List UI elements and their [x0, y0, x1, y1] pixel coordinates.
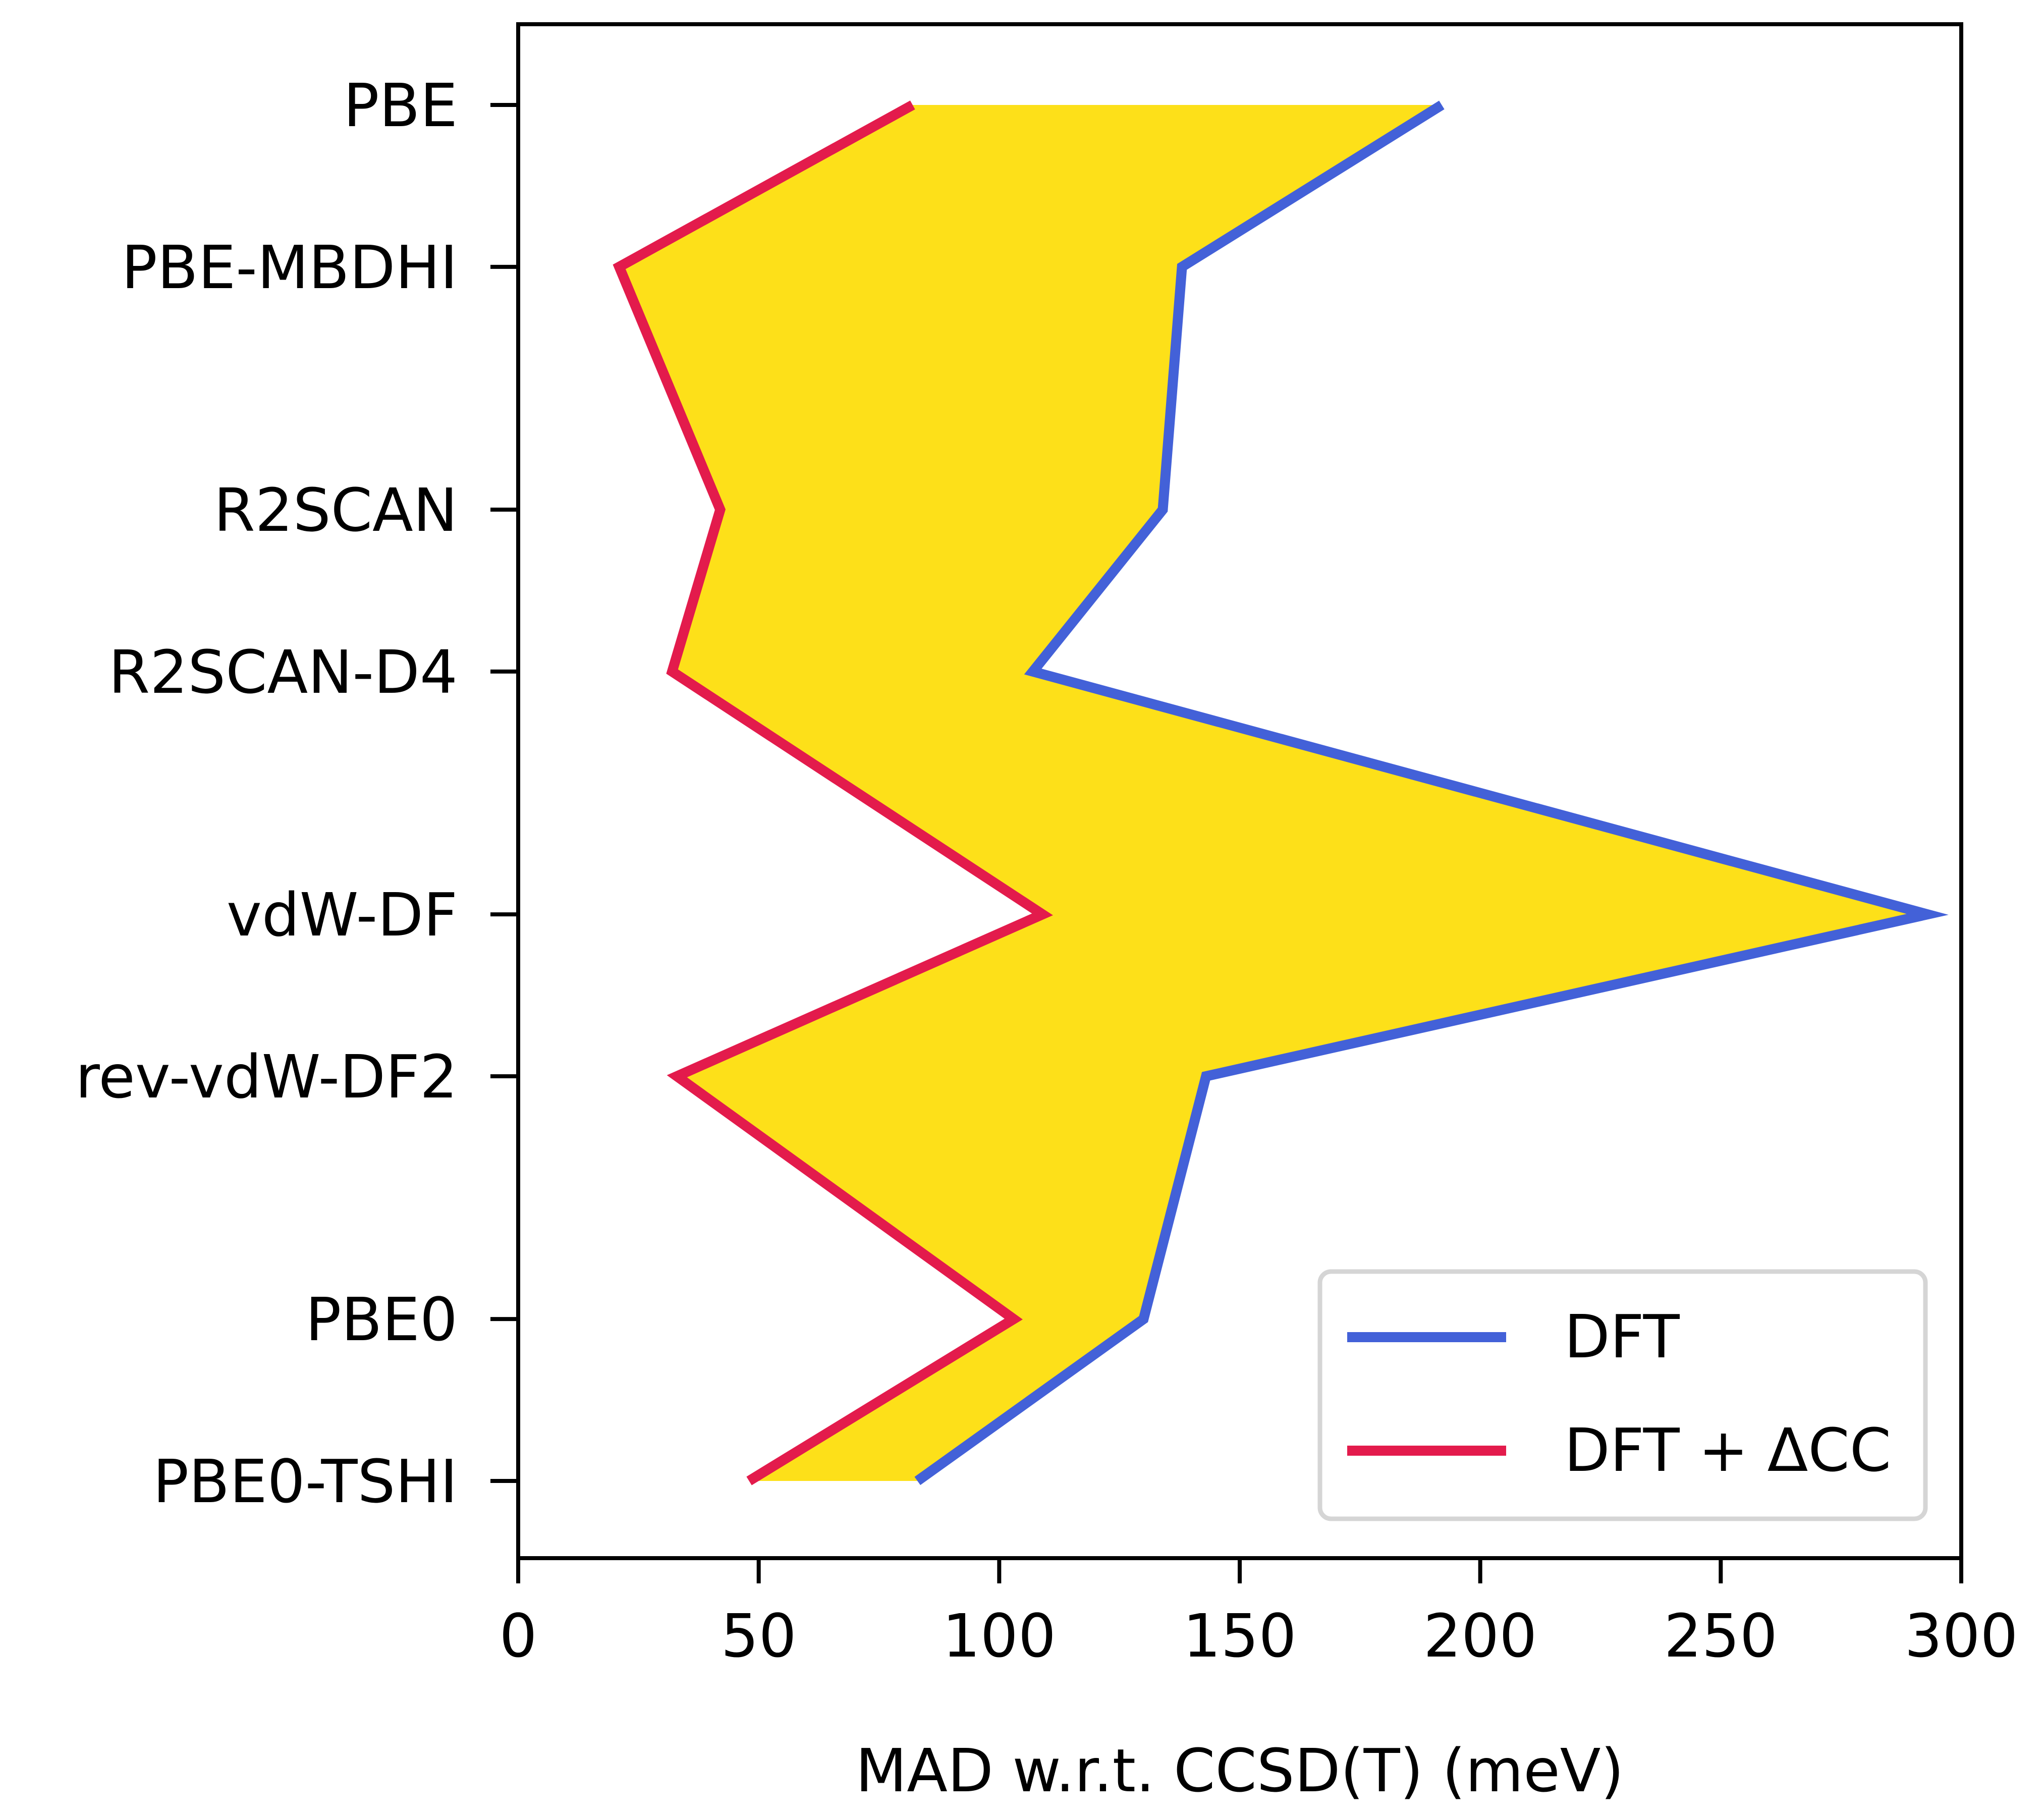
y-tick-label: PBE0-TSHI: [153, 1447, 458, 1516]
series-line-dft-dcc: [613, 100, 1053, 1485]
series-lines: [613, 100, 1949, 1485]
y-tick-label: R2SCAN-D4: [108, 637, 458, 707]
y-tick-label: rev-vdW-DF2: [75, 1042, 458, 1112]
x-tick-label: 200: [1423, 1601, 1537, 1671]
x-axis: 0 50 100 150 200 250 300: [499, 1558, 2018, 1671]
fill-between-area: [619, 105, 1928, 1481]
legend-label-dft: DFT: [1564, 1302, 1680, 1371]
y-tick-label: PBE: [343, 71, 458, 140]
legend: DFT DFT + ΔCC: [1317, 1269, 1928, 1521]
y-tick-label: PBE-MBDHI: [122, 233, 458, 302]
x-tick-label: 300: [1904, 1601, 2018, 1671]
x-tick-label: 100: [943, 1601, 1056, 1671]
fill-between-polygon: [619, 105, 1928, 1481]
y-tick-label: PBE0: [305, 1285, 458, 1354]
x-axis-title: MAD w.r.t. CCSD(T) (meV): [855, 1736, 1624, 1805]
x-tick-label: 0: [499, 1601, 537, 1671]
y-tick-label: R2SCAN: [214, 475, 458, 545]
legend-label-dft-dcc: DFT + ΔCC: [1564, 1415, 1891, 1485]
x-tick-label: 150: [1183, 1601, 1296, 1671]
series-line-dft: [914, 100, 1949, 1485]
x-tick-label: 50: [721, 1601, 797, 1671]
y-tick-label: vdW-DF: [227, 880, 458, 950]
y-axis: PBE PBE-MBDHI R2SCAN R2SCAN-D4 vdW-DF rev-vdW…: [75, 71, 518, 1516]
x-tick-label: 250: [1664, 1601, 1778, 1671]
